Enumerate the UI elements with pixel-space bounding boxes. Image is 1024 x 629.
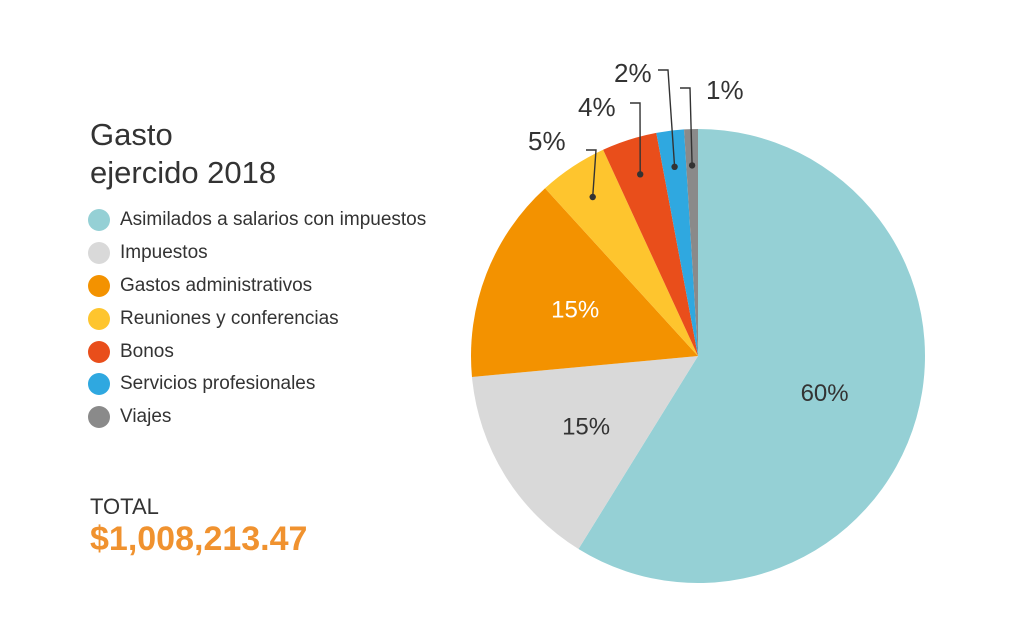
callout-line-reuniones-y-conferencias — [586, 149, 597, 198]
callout-line-servicios-profesionales — [658, 69, 676, 167]
legend-item-servicios-profesionales: Servicios profesionales — [88, 368, 426, 401]
callout-dot-servicios-profesionales — [671, 163, 678, 170]
pie-slice-gastos-administrativos — [471, 188, 698, 377]
legend-label: Servicios profesionales — [120, 373, 316, 395]
legend-label: Viajes — [120, 406, 172, 428]
legend: Asimilados a salarios con impuestos Impue… — [88, 204, 426, 434]
legend-swatch — [88, 373, 110, 396]
callout-dot-reuniones-y-conferencias — [589, 193, 596, 201]
callout-dot-viajes — [688, 162, 696, 169]
callout-label-reuniones-y-conferencias: 5% — [528, 126, 566, 156]
pie-slice-bonos — [603, 132, 698, 356]
legend-label: Gastos administrativos — [120, 274, 313, 296]
legend-label: Impuestos — [120, 242, 208, 264]
legend-item-gastos-administrativos: Gastos administrativos — [88, 270, 426, 303]
callout-dot-bonos — [637, 171, 644, 178]
legend-item-impuestos: Impuestos — [88, 237, 426, 270]
callout-line-bonos — [630, 102, 641, 175]
total-value: $1,008,213.47 — [90, 520, 308, 558]
legend-swatch — [88, 242, 110, 265]
callout-label-servicios-profesionales: 2% — [614, 58, 652, 88]
legend-label: Reuniones y conferencias — [120, 307, 339, 329]
legend-item-viajes: Viajes — [88, 401, 426, 434]
legend-item-reuniones-y-conferencias: Reuniones y conferencias — [88, 302, 426, 335]
legend-swatch — [88, 340, 110, 363]
callout-label-viajes: 1% — [706, 75, 744, 105]
pie-slice-asimilados-a-salarios-con-impuestos — [578, 129, 925, 584]
legend-swatch — [88, 209, 110, 232]
pie-slice-viajes — [684, 129, 698, 356]
chart-title-line2: ejercido 2018 — [90, 155, 277, 190]
pie-slice-impuestos — [471, 356, 698, 549]
legend-item-bonos: Bonos — [88, 335, 426, 368]
callout-label-bonos: 4% — [578, 92, 616, 122]
pie-slice-servicios-profesionales — [656, 129, 698, 356]
slice-label-impuestos: 15% — [562, 413, 610, 440]
chart-title: Gasto ejercido 2018 — [90, 116, 276, 192]
slice-label-asimilados-a-salarios-con-impuestos: 60% — [801, 380, 849, 407]
legend-swatch — [88, 307, 110, 330]
legend-label: Asimilados a salarios con impuestos — [120, 209, 427, 231]
chart-title-line1: Gasto — [90, 117, 173, 152]
total-label: TOTAL — [90, 494, 159, 519]
legend-label: Bonos — [120, 340, 174, 362]
legend-swatch — [88, 274, 110, 297]
callout-line-viajes — [680, 87, 693, 166]
legend-item-asimilados-a-salarios-con-impuestos: Asimilados a salarios con impuestos — [88, 204, 426, 237]
slice-label-gastos-administrativos: 15% — [551, 296, 599, 323]
legend-swatch — [88, 406, 110, 429]
pie-slice-reuniones-y-conferencias — [545, 149, 698, 356]
